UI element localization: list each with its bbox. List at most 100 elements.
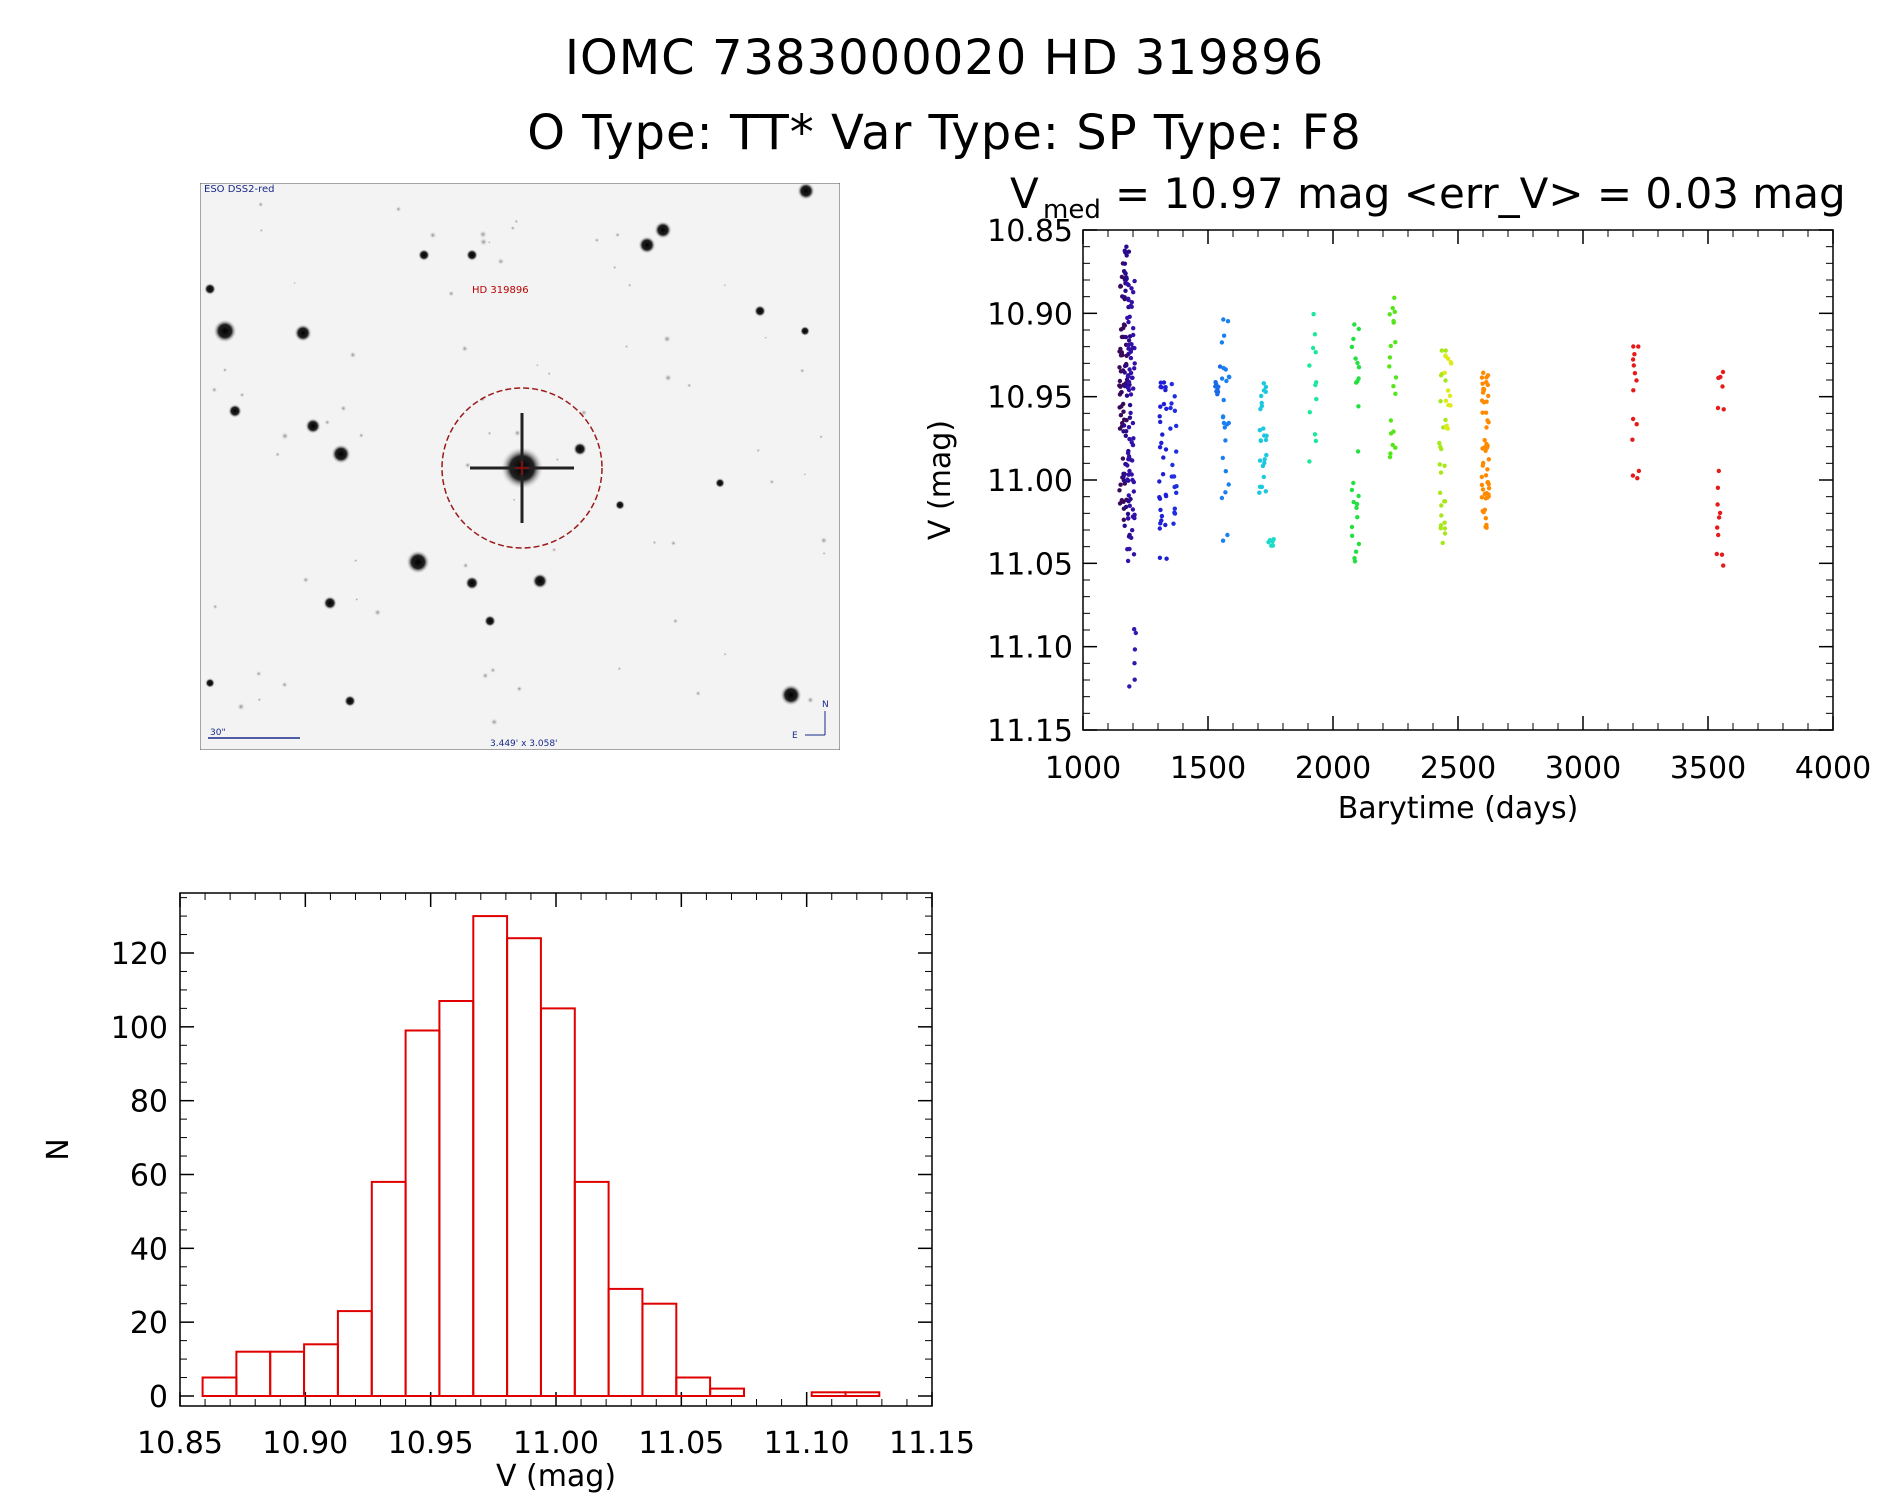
lc-point bbox=[1356, 404, 1361, 409]
lc-point bbox=[1312, 432, 1318, 437]
lc-point bbox=[1353, 549, 1359, 554]
lc-point bbox=[1222, 425, 1228, 430]
lc-point bbox=[1443, 378, 1448, 383]
lc-point bbox=[1123, 334, 1129, 340]
hist-ytick-label: 80 bbox=[130, 1085, 168, 1120]
lc-point bbox=[1716, 515, 1722, 520]
lc-point bbox=[1631, 388, 1636, 393]
lc-point bbox=[1314, 380, 1319, 385]
lc-point bbox=[1482, 491, 1488, 497]
lc-point bbox=[1307, 410, 1313, 415]
lc-point bbox=[1262, 433, 1267, 438]
lc-point bbox=[1484, 445, 1490, 450]
lc-point bbox=[1479, 474, 1485, 480]
lc-point bbox=[1224, 378, 1229, 384]
lc-point bbox=[1126, 342, 1131, 348]
star bbox=[205, 678, 215, 688]
hist-xtick-label: 10.85 bbox=[137, 1426, 223, 1461]
lc-point bbox=[1131, 436, 1136, 441]
lc-point bbox=[1118, 482, 1123, 487]
lc-point bbox=[1439, 503, 1444, 508]
lc-point bbox=[1481, 400, 1487, 405]
lc-point bbox=[1721, 407, 1726, 412]
lc-point bbox=[1480, 381, 1485, 386]
faint-star bbox=[617, 666, 622, 671]
lc-point bbox=[1716, 375, 1721, 381]
lc-point bbox=[1129, 286, 1134, 291]
vmed-subscript: med bbox=[1043, 195, 1101, 225]
lc-point bbox=[1349, 524, 1355, 530]
lc-point bbox=[1259, 393, 1264, 399]
lc-point bbox=[1127, 402, 1133, 408]
lc-point bbox=[1120, 456, 1126, 461]
lc-point bbox=[1486, 486, 1492, 491]
lc-point bbox=[1160, 432, 1165, 437]
faint-star bbox=[239, 392, 245, 398]
star bbox=[294, 324, 312, 342]
faint-star bbox=[612, 265, 617, 270]
vmed-symbol: V bbox=[1010, 169, 1039, 218]
lc-point bbox=[1130, 375, 1135, 380]
lc-point bbox=[1174, 423, 1179, 429]
lc-point bbox=[1356, 365, 1362, 370]
chart-subtitle: O Type: TT* Var Type: SP Type: F8 bbox=[527, 105, 1362, 161]
lc-point bbox=[1132, 661, 1137, 666]
faint-star bbox=[274, 451, 281, 458]
lc-point bbox=[1219, 495, 1225, 501]
faint-star bbox=[212, 603, 219, 610]
faint-star bbox=[339, 404, 347, 412]
lc-point bbox=[1157, 555, 1163, 560]
lc-point bbox=[1158, 507, 1163, 513]
lc-point bbox=[1122, 370, 1127, 375]
lc-point bbox=[1123, 433, 1129, 438]
lc-point bbox=[1124, 244, 1129, 249]
star bbox=[466, 249, 478, 261]
lc-point bbox=[1174, 449, 1179, 454]
faint-star bbox=[723, 283, 727, 287]
hist-bar bbox=[404, 1029, 441, 1397]
lc-point bbox=[1118, 413, 1124, 418]
lc-point bbox=[1127, 684, 1132, 689]
lc-point bbox=[1132, 361, 1137, 366]
lc-point bbox=[1716, 532, 1721, 538]
faint-star bbox=[510, 225, 516, 231]
lc-point bbox=[1263, 384, 1269, 390]
faint-star bbox=[756, 448, 761, 453]
faint-star bbox=[512, 498, 516, 502]
object-label: HD 319896 bbox=[472, 285, 529, 296]
lc-point bbox=[1125, 463, 1130, 468]
lc-point bbox=[1390, 305, 1395, 311]
lc-point bbox=[1351, 336, 1356, 342]
lc-point bbox=[1480, 446, 1485, 451]
hist-bar bbox=[810, 1391, 847, 1398]
lc-point bbox=[1486, 457, 1492, 462]
lc-point bbox=[1352, 322, 1357, 327]
lc-point bbox=[1130, 442, 1136, 448]
lc-point bbox=[1131, 332, 1136, 338]
lc-point bbox=[1351, 480, 1356, 486]
lc-point bbox=[1163, 492, 1169, 497]
lc-point bbox=[1393, 391, 1398, 396]
lc-point bbox=[1121, 423, 1127, 428]
lc-point bbox=[1715, 405, 1721, 411]
fov-label: 3.449' x 3.058' bbox=[490, 739, 558, 749]
lc-point bbox=[1719, 552, 1725, 557]
lc-point bbox=[1354, 501, 1360, 507]
lc-point bbox=[1158, 380, 1164, 385]
lc-point bbox=[1122, 417, 1127, 422]
lc-point bbox=[1480, 487, 1486, 492]
lc-point bbox=[1484, 425, 1489, 430]
lc-point bbox=[1221, 333, 1227, 338]
lc-point bbox=[1715, 485, 1721, 490]
lc-point bbox=[1440, 540, 1445, 546]
lc-point bbox=[1392, 309, 1398, 314]
lc-xtick-label: 2000 bbox=[1295, 751, 1371, 786]
lc-point bbox=[1484, 380, 1489, 385]
star bbox=[800, 326, 810, 336]
lc-point bbox=[1261, 474, 1267, 480]
lc-point bbox=[1486, 393, 1491, 399]
lc-point bbox=[1442, 520, 1447, 525]
star bbox=[418, 249, 430, 261]
hist-ytick-label: 60 bbox=[130, 1159, 168, 1194]
lc-point bbox=[1632, 352, 1637, 357]
